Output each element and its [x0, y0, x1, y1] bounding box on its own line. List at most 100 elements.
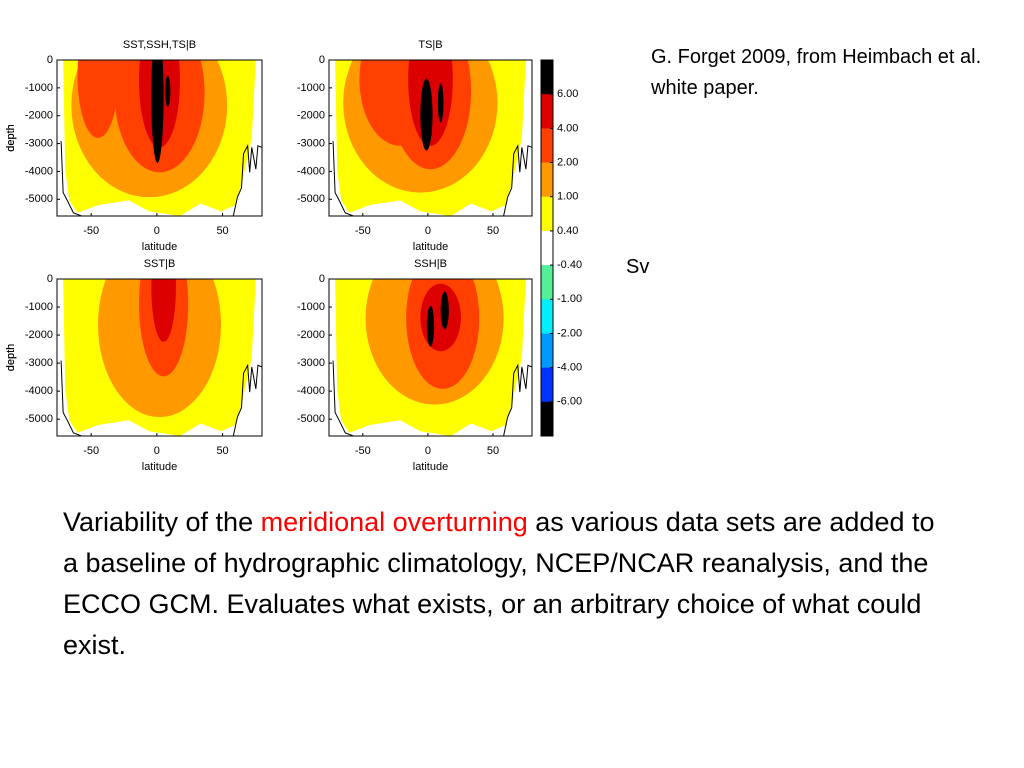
credit: G. Forget 2009, from Heimbach et al. whi…: [651, 46, 982, 99]
x-tick-label: 0: [425, 445, 431, 457]
y-tick-label: -3000: [297, 357, 325, 369]
x-tick-label: -50: [355, 225, 371, 237]
x-axis-label: latitude: [142, 241, 177, 253]
colorbar-segment: [541, 128, 553, 163]
colorbar-tick-label: 1.00: [557, 191, 578, 203]
y-tick-label: -3000: [297, 137, 325, 149]
contours: [60, 60, 262, 216]
y-tick-label: -2000: [297, 110, 325, 122]
x-tick-label: 50: [216, 445, 228, 457]
x-tick-label: 50: [216, 225, 228, 237]
topography: [332, 141, 532, 216]
panel: TS|B-50 0 500-1000-2000-3000-4000-5000lati…: [5, 39, 533, 253]
colorbar-unit: Sv: [626, 256, 650, 278]
panel-title: TS|B: [418, 39, 442, 51]
y-tick-label: 0: [319, 273, 325, 285]
y-tick-label: -3000: [25, 357, 53, 369]
x-tick-label: 50: [487, 225, 499, 237]
axes-frame: [328, 278, 533, 437]
y-tick-label: -4000: [297, 385, 325, 397]
y-axis-label: depth: [5, 344, 17, 372]
x-tick-label: -50: [83, 225, 99, 237]
panel-title: SST|B: [144, 258, 176, 270]
panel-title: SST,SSH,TS|B: [123, 39, 196, 51]
y-tick-label: -5000: [297, 193, 325, 205]
x-tick-label: -50: [83, 445, 99, 457]
y-tick-label: -1000: [25, 82, 53, 94]
y-axis-label: depth: [5, 124, 17, 152]
caption-text: as various data sets are added to a base…: [63, 507, 935, 660]
colorbar-segment: [541, 299, 553, 334]
x-tick-label: 0: [154, 225, 160, 237]
y-tick-label: -4000: [297, 165, 325, 177]
contour-fill: [77, 60, 119, 138]
y-tick-label: 0: [319, 54, 325, 66]
colorbar-tick-label: 6.00: [557, 88, 578, 100]
colorbar-segment: [541, 60, 553, 95]
axes-frame: [56, 59, 263, 217]
colorbar-segment: [541, 265, 553, 300]
y-tick-label: -5000: [25, 193, 53, 205]
panel: SST|B -50 0 50 0 -1000 -2000 -3000 -4000 -5000 lat…: [5, 258, 263, 473]
y-tick-label: -3000: [25, 137, 53, 149]
y-tick-label: -1000: [297, 301, 325, 313]
colorbar-segment: [541, 333, 553, 368]
contour-fill: [426, 305, 435, 347]
contours: [332, 60, 532, 216]
colorbar-segment: [541, 367, 553, 403]
x-axis-label: latitude: [413, 241, 448, 253]
caption: Variability of the meridional overturnin…: [63, 502, 943, 666]
x-axis-label: latitude: [413, 461, 448, 473]
contour-fill: [437, 83, 444, 123]
caption-text: Variability of the: [63, 507, 261, 537]
topography: [60, 360, 262, 436]
colorbar-tick-label: -4.00: [557, 362, 582, 374]
x-tick-label: 0: [425, 225, 431, 237]
figure: SST,SSH,TS|B -50 0 50 0 -1000 -2000 -3000 -4000 -…: [5, 39, 582, 473]
y-tick-label: -2000: [25, 329, 53, 341]
x-tick-label: 0: [154, 445, 160, 457]
contours: [60, 279, 262, 436]
colorbar-segment: [541, 401, 553, 437]
y-axis-label: depth: [5, 124, 17, 152]
topography: [332, 360, 532, 436]
colorbar-tick-label: -1.00: [557, 293, 582, 305]
contour-fill: [420, 78, 433, 151]
y-tick-label: -5000: [297, 413, 325, 425]
y-axis-label: depth: [5, 344, 17, 372]
y-tick-label: -4000: [25, 385, 53, 397]
y-tick-label: -5000: [25, 413, 53, 425]
contour-fill: [151, 60, 164, 163]
colorbar-tick-label: 0.40: [557, 225, 578, 237]
y-tick-label: -2000: [297, 329, 325, 341]
caption-highlight: meridional overturning: [260, 507, 528, 537]
panel: SSH|B-50 0 500-1000-2000-3000-4000-5000lat…: [5, 258, 533, 473]
panel-title: SSH|B: [414, 258, 447, 270]
axes-frame: [56, 278, 263, 437]
colorbar-tick-label: -2.00: [557, 327, 582, 339]
x-tick-label: 50: [487, 445, 499, 457]
y-tick-label: -1000: [25, 301, 53, 313]
colorbar-tick-label: -6.00: [557, 396, 582, 408]
y-tick-label: 0: [47, 54, 53, 66]
contour-fill: [151, 279, 176, 342]
colorbar-segment: [541, 162, 553, 198]
contour-fill: [165, 75, 171, 107]
contour-fill: [440, 291, 449, 330]
topography: [60, 141, 262, 216]
colorbar-tick-label: 4.00: [557, 122, 578, 134]
x-tick-label: -50: [355, 445, 371, 457]
panel: SST,SSH,TS|B -50 0 50 0 -1000 -2000 -3000 -4000 -…: [5, 39, 263, 253]
colorbar: 6.00 4.00 2.00 1.00 0.40 -0.40 -1.00 -2.00 -4.00…: [540, 59, 582, 437]
x-axis-label: latitude: [142, 461, 177, 473]
y-tick-label: -1000: [297, 82, 325, 94]
y-tick-label: 0: [47, 273, 53, 285]
colorbar-tick-label: -0.40: [557, 259, 582, 271]
y-tick-label: -4000: [25, 165, 53, 177]
y-tick-label: -2000: [25, 110, 53, 122]
colorbar-tick-label: 2.00: [557, 156, 578, 168]
colorbar-frame: [540, 59, 554, 437]
colorbar-segment: [541, 94, 553, 129]
colorbar-segment: [541, 196, 553, 232]
